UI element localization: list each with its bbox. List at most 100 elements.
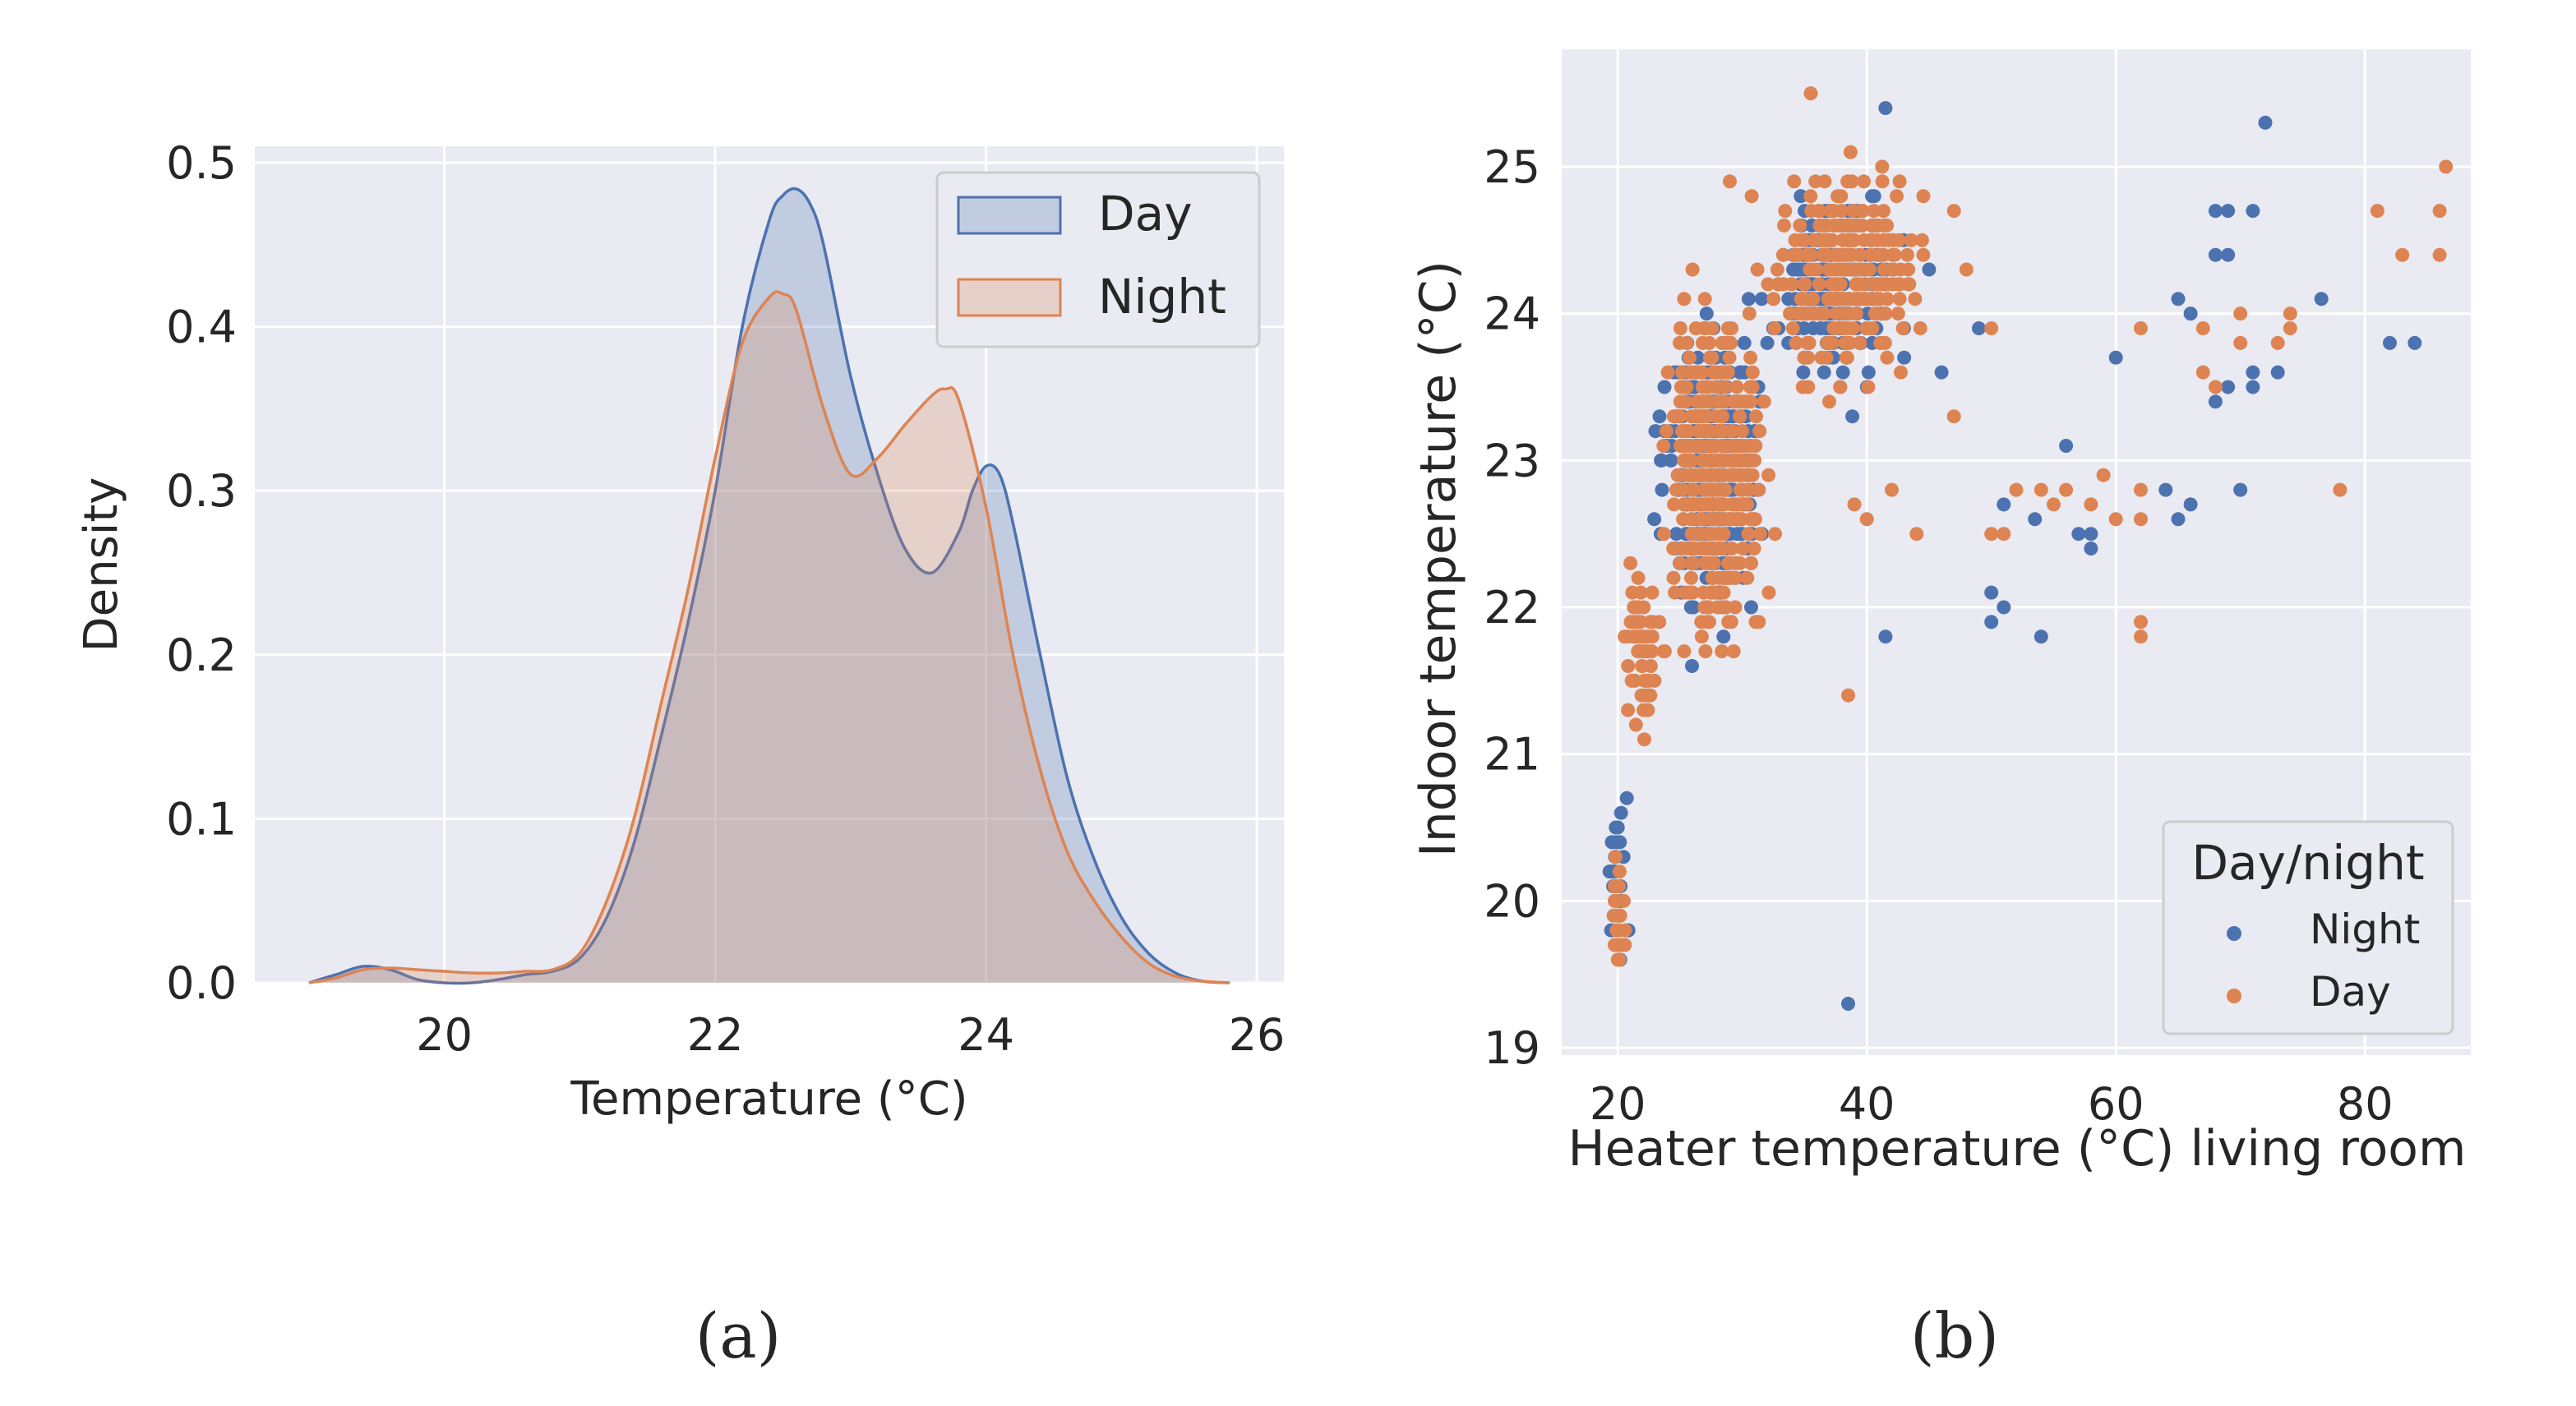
chart-b-legend-title: Day/night bbox=[2191, 835, 2424, 891]
scatter-point-night bbox=[1716, 629, 1731, 644]
scatter-point-day bbox=[1712, 542, 1727, 555]
scatter-point-day bbox=[1612, 879, 1626, 893]
chart-a-y-axis-label: Density bbox=[75, 477, 128, 652]
scatter-point-day bbox=[1624, 673, 1639, 688]
scatter-point-day bbox=[1750, 262, 1765, 277]
chart-a-y-tick-label: 0.4 bbox=[166, 302, 237, 353]
scatter-point-day bbox=[1799, 307, 1814, 321]
scatter-point-day bbox=[1678, 394, 1693, 409]
scatter-point-day bbox=[1807, 233, 1821, 247]
scatter-point-day bbox=[1677, 453, 1692, 468]
scatter-point-day bbox=[1695, 335, 1710, 350]
scatter-point-day bbox=[1715, 644, 1729, 659]
scatter-point-day bbox=[1946, 409, 1961, 424]
scatter-point-day bbox=[1703, 453, 1718, 468]
scatter-point-day bbox=[1842, 335, 1857, 350]
scatter-point-day bbox=[1833, 277, 1848, 292]
scatter-point-day bbox=[1775, 247, 1790, 262]
scatter-point-night bbox=[1841, 997, 1855, 1011]
scatter-point-day bbox=[1784, 277, 1799, 292]
scatter-point-night bbox=[2171, 292, 2186, 307]
scatter-point-day bbox=[1909, 527, 1924, 542]
chart-a-y-tick-label: 0.0 bbox=[166, 957, 237, 1009]
scatter-point-night bbox=[2084, 542, 2098, 555]
scatter-point-day bbox=[1863, 233, 1878, 247]
scatter-point-day bbox=[1747, 453, 1762, 468]
scatter-point-day bbox=[1806, 292, 1821, 307]
scatter-point-day bbox=[1623, 615, 1638, 629]
scatter-point-day bbox=[1844, 247, 1858, 262]
scatter-point-day bbox=[1817, 174, 1832, 189]
scatter-point-day bbox=[1716, 394, 1731, 409]
scatter-point-day bbox=[1828, 262, 1843, 277]
scatter-point-day bbox=[1684, 409, 1699, 424]
scatter-point-day bbox=[1794, 233, 1808, 247]
chart-b-legend: Day/night Night Day bbox=[2162, 820, 2454, 1035]
scatter-point-day bbox=[1768, 527, 1783, 542]
scatter-point-night bbox=[1652, 409, 1667, 424]
scatter-point-day bbox=[1687, 482, 1701, 497]
scatter-point-night bbox=[1796, 365, 1811, 380]
scatter-point-day bbox=[1708, 409, 1723, 424]
scatter-point-night bbox=[1699, 307, 1714, 321]
scatter-point-day bbox=[1845, 204, 1860, 219]
scatter-point-day bbox=[1855, 204, 1870, 219]
chart-b-legend-frame bbox=[2162, 820, 2454, 1035]
caption-a: (a) bbox=[695, 1299, 782, 1372]
scatter-point-day bbox=[1822, 292, 1837, 307]
scatter-point-day bbox=[1715, 468, 1729, 482]
scatter-point-day bbox=[1666, 570, 1681, 585]
chart-b-series-day bbox=[1606, 86, 2454, 967]
scatter-point-day bbox=[1804, 204, 1819, 219]
scatter-point-day bbox=[1835, 292, 1850, 307]
scatter-point-day bbox=[2283, 307, 2297, 321]
scatter-point-day bbox=[1667, 497, 1682, 512]
scatter-point-day bbox=[1628, 717, 1643, 732]
scatter-point-day bbox=[1660, 365, 1675, 380]
scatter-point-day bbox=[1683, 350, 1697, 365]
scatter-point-day bbox=[1751, 482, 1766, 497]
scatter-point-day bbox=[1637, 644, 1651, 659]
scatter-point-day bbox=[1621, 659, 1636, 673]
scatter-point-night bbox=[2246, 380, 2260, 394]
scatter-point-day bbox=[1697, 292, 1712, 307]
scatter-point-day bbox=[1745, 380, 1760, 394]
scatter-point-day bbox=[1830, 189, 1845, 204]
scatter-point-day bbox=[1753, 527, 1767, 542]
scatter-point-day bbox=[1834, 321, 1849, 335]
scatter-point-night bbox=[1997, 497, 2011, 512]
scatter-point-day bbox=[1841, 688, 1855, 703]
scatter-point-day bbox=[1741, 482, 1756, 497]
scatter-point-day bbox=[1698, 468, 1713, 482]
chart-a-y-tick-label: 0.3 bbox=[166, 465, 237, 517]
scatter-point-day bbox=[1673, 335, 1687, 350]
scatter-point-day bbox=[1858, 292, 1872, 307]
scatter-point-day bbox=[1627, 600, 1641, 615]
chart-b-x-tick-label: 20 bbox=[1590, 1078, 1646, 1130]
scatter-point-day bbox=[1668, 585, 1683, 600]
scatter-point-day bbox=[1637, 732, 1651, 747]
chart-a-y-tick-label: 0.5 bbox=[166, 137, 237, 189]
scatter-point-day bbox=[1721, 555, 1736, 570]
scatter-point-day bbox=[1867, 307, 1882, 321]
scatter-point-day bbox=[1842, 233, 1857, 247]
scatter-point-day bbox=[1787, 174, 1802, 189]
scatter-point-day bbox=[1677, 644, 1692, 659]
scatter-point-day bbox=[2009, 482, 2024, 497]
scatter-point-day bbox=[1789, 335, 1803, 350]
scatter-point-day bbox=[1787, 247, 1802, 262]
scatter-point-day bbox=[1825, 233, 1840, 247]
scatter-point-day bbox=[1859, 321, 1873, 335]
scatter-point-day bbox=[2270, 335, 2285, 350]
scatter-point-day bbox=[1777, 218, 1791, 233]
scatter-point-day bbox=[1880, 277, 1895, 292]
scatter-point-day bbox=[2439, 159, 2454, 174]
scatter-point-day bbox=[1709, 380, 1723, 394]
scatter-point-day bbox=[1734, 512, 1749, 527]
scatter-point-day bbox=[1752, 424, 1767, 439]
scatter-point-day bbox=[1690, 497, 1705, 512]
scatter-point-day bbox=[1904, 233, 1918, 247]
scatter-point-night bbox=[1997, 600, 2011, 615]
scatter-point-day bbox=[1880, 292, 1895, 307]
scatter-point-night bbox=[2221, 247, 2236, 262]
